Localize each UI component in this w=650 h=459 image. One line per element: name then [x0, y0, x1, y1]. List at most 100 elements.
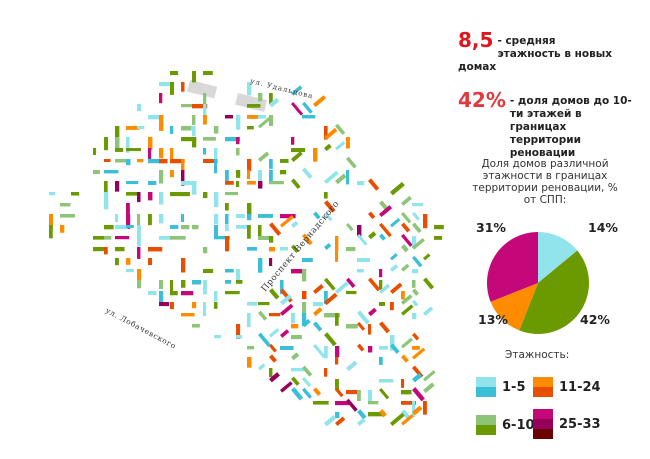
building — [411, 288, 420, 296]
building — [368, 346, 373, 353]
building — [390, 282, 403, 295]
building — [258, 214, 273, 218]
building — [368, 401, 379, 405]
building — [379, 409, 387, 418]
building — [247, 346, 255, 350]
building — [137, 126, 145, 130]
building — [126, 203, 130, 216]
building — [192, 137, 197, 148]
building — [302, 313, 307, 327]
building — [247, 203, 252, 217]
avg-floors-value: 8,5 — [458, 28, 494, 52]
building — [192, 225, 199, 230]
building — [192, 126, 196, 136]
building — [411, 387, 425, 402]
building — [379, 283, 391, 294]
building — [225, 181, 234, 185]
pie-label-6-10: 42% — [580, 312, 610, 327]
building — [93, 236, 105, 240]
legend-swatch — [476, 377, 496, 397]
building — [291, 148, 306, 153]
building — [324, 170, 339, 184]
building — [192, 104, 208, 109]
building — [324, 200, 336, 213]
building — [181, 313, 195, 317]
building — [357, 225, 362, 237]
legend-swatch — [476, 415, 496, 435]
building — [203, 93, 207, 105]
building — [434, 225, 444, 230]
building — [269, 93, 273, 105]
building — [60, 214, 76, 218]
building — [346, 247, 356, 252]
building — [313, 307, 323, 317]
building — [324, 126, 328, 140]
building — [379, 379, 394, 383]
building — [137, 280, 142, 289]
building — [258, 181, 263, 189]
building — [126, 137, 130, 153]
building — [214, 126, 219, 134]
building — [104, 159, 111, 163]
building — [346, 324, 358, 329]
building — [401, 304, 414, 316]
building — [390, 335, 395, 351]
building — [192, 280, 202, 285]
building — [170, 170, 174, 178]
building — [148, 181, 157, 185]
legend-item-1-5: 1-5 — [476, 377, 526, 397]
building — [258, 258, 263, 273]
building — [247, 82, 252, 96]
building — [390, 302, 394, 311]
building — [412, 405, 423, 416]
building — [115, 137, 120, 152]
building — [181, 258, 186, 273]
building — [367, 307, 377, 317]
pie-slice-11-24 — [490, 283, 538, 331]
building — [313, 211, 321, 220]
legend-swatch — [533, 409, 553, 439]
building — [291, 368, 307, 372]
building — [159, 159, 168, 164]
building — [291, 220, 299, 229]
building — [258, 236, 272, 240]
building — [203, 192, 208, 199]
building — [268, 328, 280, 338]
building — [312, 284, 324, 295]
building — [269, 181, 284, 185]
building — [159, 291, 164, 305]
building — [181, 170, 185, 186]
building — [313, 401, 329, 405]
building — [203, 115, 207, 125]
building — [335, 379, 339, 391]
building — [313, 387, 322, 396]
building — [423, 277, 435, 290]
building — [412, 313, 417, 320]
building — [280, 247, 288, 251]
building — [269, 368, 273, 378]
building — [346, 170, 350, 185]
building — [291, 269, 306, 274]
building — [159, 302, 170, 307]
building — [423, 401, 427, 415]
building — [170, 159, 185, 164]
building — [203, 269, 214, 274]
building — [247, 247, 257, 251]
building — [159, 280, 164, 289]
building — [115, 236, 130, 240]
building — [236, 137, 240, 145]
building — [181, 104, 194, 108]
building — [401, 291, 405, 300]
building — [401, 414, 414, 426]
building — [412, 346, 420, 350]
building — [412, 347, 426, 360]
building — [148, 214, 152, 226]
building — [346, 360, 358, 372]
building — [258, 310, 268, 321]
building — [357, 181, 365, 186]
building — [313, 321, 323, 332]
building — [291, 387, 304, 401]
building — [268, 222, 282, 236]
building — [104, 225, 114, 230]
building — [412, 238, 425, 250]
